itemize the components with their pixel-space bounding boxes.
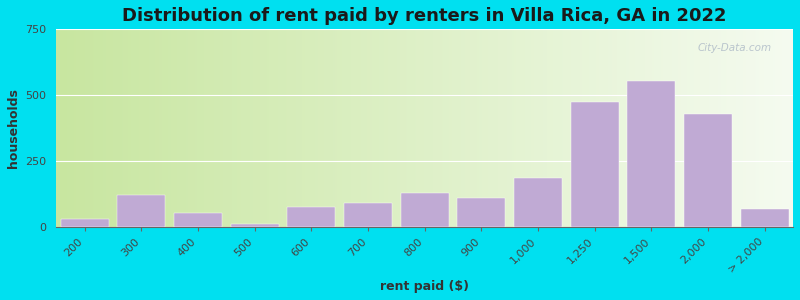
Bar xyxy=(344,203,392,227)
Bar xyxy=(287,207,335,227)
Bar xyxy=(570,102,618,227)
Y-axis label: households: households xyxy=(7,88,20,168)
Bar xyxy=(174,212,222,227)
Bar xyxy=(514,178,562,227)
Bar xyxy=(118,195,166,227)
Bar xyxy=(627,81,675,227)
Bar xyxy=(61,219,109,227)
Title: Distribution of rent paid by renters in Villa Rica, GA in 2022: Distribution of rent paid by renters in … xyxy=(122,7,727,25)
Bar xyxy=(684,114,732,227)
Bar xyxy=(741,208,789,227)
Bar xyxy=(230,224,278,227)
Bar xyxy=(401,193,449,227)
Text: City-Data.com: City-Data.com xyxy=(698,43,771,53)
X-axis label: rent paid ($): rent paid ($) xyxy=(380,280,470,293)
Bar xyxy=(458,198,506,227)
